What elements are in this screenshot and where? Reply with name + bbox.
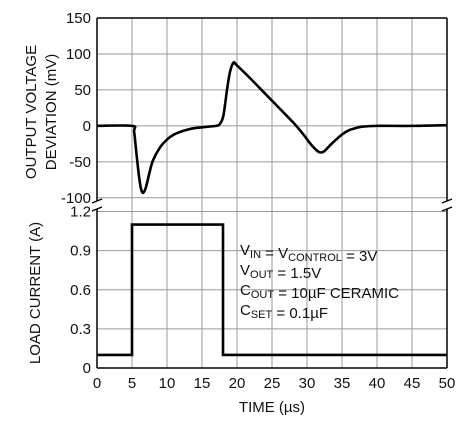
y-tick-label-voltage: 150 xyxy=(66,10,91,27)
x-tick-label: 5 xyxy=(128,375,136,392)
y-tick-label-voltage: 50 xyxy=(74,82,91,99)
x-tick-label: 35 xyxy=(334,375,351,392)
voltage-deviation-trace xyxy=(96,60,448,195)
annotation-line: COUT = 10µF CERAMIC xyxy=(240,282,399,302)
y-tick-label-current: 0.3 xyxy=(70,321,91,338)
axis-break-left xyxy=(91,198,103,212)
y-tick-label-voltage: -100 xyxy=(61,190,91,207)
x-tick-label: 15 xyxy=(194,375,211,392)
y-axis-title-current: LOAD CURRENT (A) xyxy=(27,222,44,364)
y-tick-label-voltage: 0 xyxy=(83,118,91,135)
axis-break-right xyxy=(441,198,453,212)
x-tick-label: 45 xyxy=(404,375,421,392)
x-tick-label: 40 xyxy=(369,375,386,392)
plot-frame xyxy=(91,17,453,369)
y-tick-label-current: 0.9 xyxy=(70,243,91,260)
x-tick-label: 25 xyxy=(264,375,281,392)
annotation-line: CSET = 0.1µF xyxy=(240,302,328,322)
load-current-trace xyxy=(97,223,447,357)
y-tick-label-voltage: 100 xyxy=(66,46,91,63)
x-tick-label: 30 xyxy=(299,375,316,392)
y-tick-label-current: 1.2 xyxy=(70,204,91,221)
x-tick-label: 20 xyxy=(229,375,246,392)
annotation-line: VIN = VCONTROL = 3V xyxy=(240,242,377,265)
y-tick-label-current: 0 xyxy=(83,360,91,377)
y-tick-label-voltage: -50 xyxy=(69,154,91,171)
plot-grid xyxy=(97,18,447,368)
annotation-line: VOUT = 1.5V xyxy=(240,262,321,282)
y-tick-label-current: 0.6 xyxy=(70,282,91,299)
x-tick-label: 10 xyxy=(159,375,176,392)
x-tick-label: 50 xyxy=(439,375,456,392)
series-layer xyxy=(96,60,448,357)
y-axis-title-voltage-line2: DEVIATION (mV) xyxy=(43,54,60,170)
x-axis-title: TIME (µs) xyxy=(239,399,305,416)
y-axis-title-voltage-line1: OUTPUT VOLTAGE xyxy=(23,45,40,179)
x-tick-label: 0 xyxy=(93,375,101,392)
